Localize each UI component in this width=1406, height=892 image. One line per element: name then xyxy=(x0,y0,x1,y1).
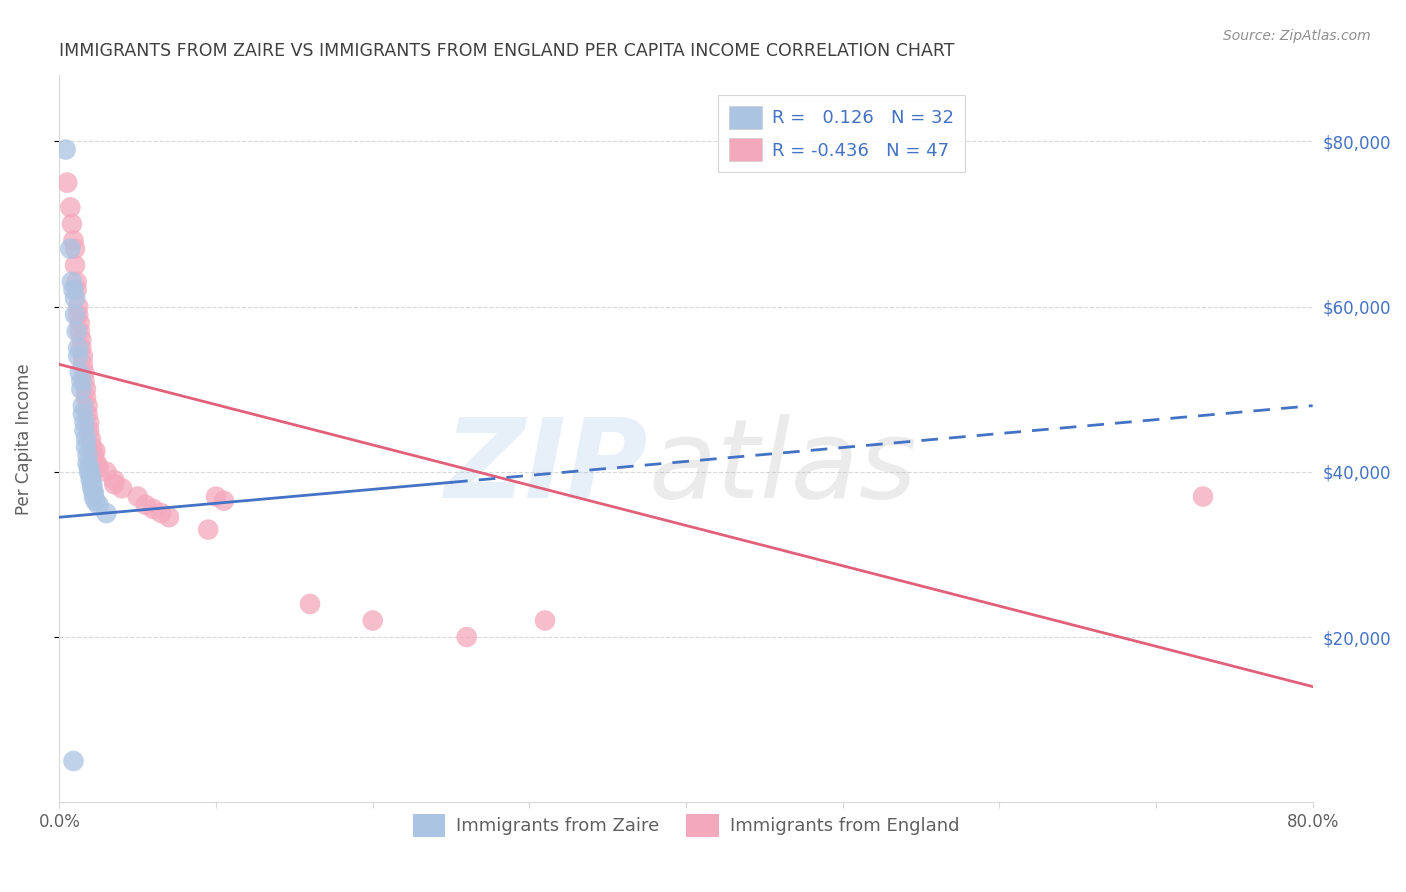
Point xyxy=(75,382,97,396)
Point xyxy=(212,493,235,508)
Point xyxy=(86,457,108,471)
Point xyxy=(59,201,82,215)
Point xyxy=(65,275,87,289)
Point xyxy=(76,448,98,462)
Text: atlas: atlas xyxy=(648,414,917,521)
Point xyxy=(96,465,118,479)
Point xyxy=(83,448,105,462)
Legend: Immigrants from Zaire, Immigrants from England: Immigrants from Zaire, Immigrants from E… xyxy=(405,806,966,844)
Point xyxy=(96,506,118,520)
Point xyxy=(70,382,93,396)
Point xyxy=(59,242,82,256)
Point xyxy=(83,490,105,504)
Point xyxy=(127,490,149,504)
Point xyxy=(67,349,90,363)
Point xyxy=(62,754,84,768)
Point xyxy=(75,432,97,446)
Text: Source: ZipAtlas.com: Source: ZipAtlas.com xyxy=(1223,29,1371,43)
Point xyxy=(76,457,98,471)
Point xyxy=(77,424,100,438)
Point xyxy=(62,283,84,297)
Point xyxy=(361,614,384,628)
Point xyxy=(73,366,96,380)
Point xyxy=(56,176,79,190)
Point xyxy=(69,366,91,380)
Point xyxy=(205,490,228,504)
Point xyxy=(63,291,86,305)
Point xyxy=(73,415,96,429)
Point xyxy=(62,234,84,248)
Point xyxy=(63,258,86,272)
Point xyxy=(84,444,107,458)
Point xyxy=(77,460,100,475)
Point xyxy=(67,300,90,314)
Point xyxy=(55,143,77,157)
Point xyxy=(75,391,97,405)
Point xyxy=(67,341,90,355)
Point xyxy=(65,283,87,297)
Point xyxy=(197,523,219,537)
Point xyxy=(82,481,104,495)
Point xyxy=(65,324,87,338)
Point xyxy=(111,481,134,495)
Point xyxy=(82,477,104,491)
Point xyxy=(77,415,100,429)
Point xyxy=(70,374,93,388)
Point xyxy=(76,407,98,421)
Point xyxy=(63,242,86,256)
Point xyxy=(1192,490,1215,504)
Point xyxy=(73,424,96,438)
Point xyxy=(87,498,110,512)
Point xyxy=(63,308,86,322)
Point xyxy=(80,473,103,487)
Text: IMMIGRANTS FROM ZAIRE VS IMMIGRANTS FROM ENGLAND PER CAPITA INCOME CORRELATION C: IMMIGRANTS FROM ZAIRE VS IMMIGRANTS FROM… xyxy=(59,42,955,60)
Point xyxy=(299,597,322,611)
Point xyxy=(70,341,93,355)
Point xyxy=(70,333,93,347)
Point xyxy=(72,399,94,413)
Point xyxy=(456,630,478,644)
Point xyxy=(157,510,180,524)
Point xyxy=(80,432,103,446)
Point xyxy=(80,469,103,483)
Point xyxy=(76,399,98,413)
Point xyxy=(77,465,100,479)
Point xyxy=(103,473,125,487)
Point xyxy=(69,324,91,338)
Point xyxy=(60,275,83,289)
Point xyxy=(142,502,165,516)
Point xyxy=(69,316,91,330)
Point xyxy=(87,460,110,475)
Point xyxy=(73,374,96,388)
Point xyxy=(72,349,94,363)
Point xyxy=(103,477,125,491)
Point xyxy=(534,614,557,628)
Point xyxy=(60,217,83,231)
Point xyxy=(135,498,157,512)
Y-axis label: Per Capita Income: Per Capita Income xyxy=(15,363,32,515)
Text: ZIP: ZIP xyxy=(444,414,648,521)
Point xyxy=(67,308,90,322)
Point xyxy=(150,506,173,520)
Point xyxy=(75,440,97,454)
Point xyxy=(83,485,105,500)
Point xyxy=(84,493,107,508)
Point xyxy=(72,407,94,421)
Point xyxy=(72,357,94,371)
Point xyxy=(82,440,104,454)
